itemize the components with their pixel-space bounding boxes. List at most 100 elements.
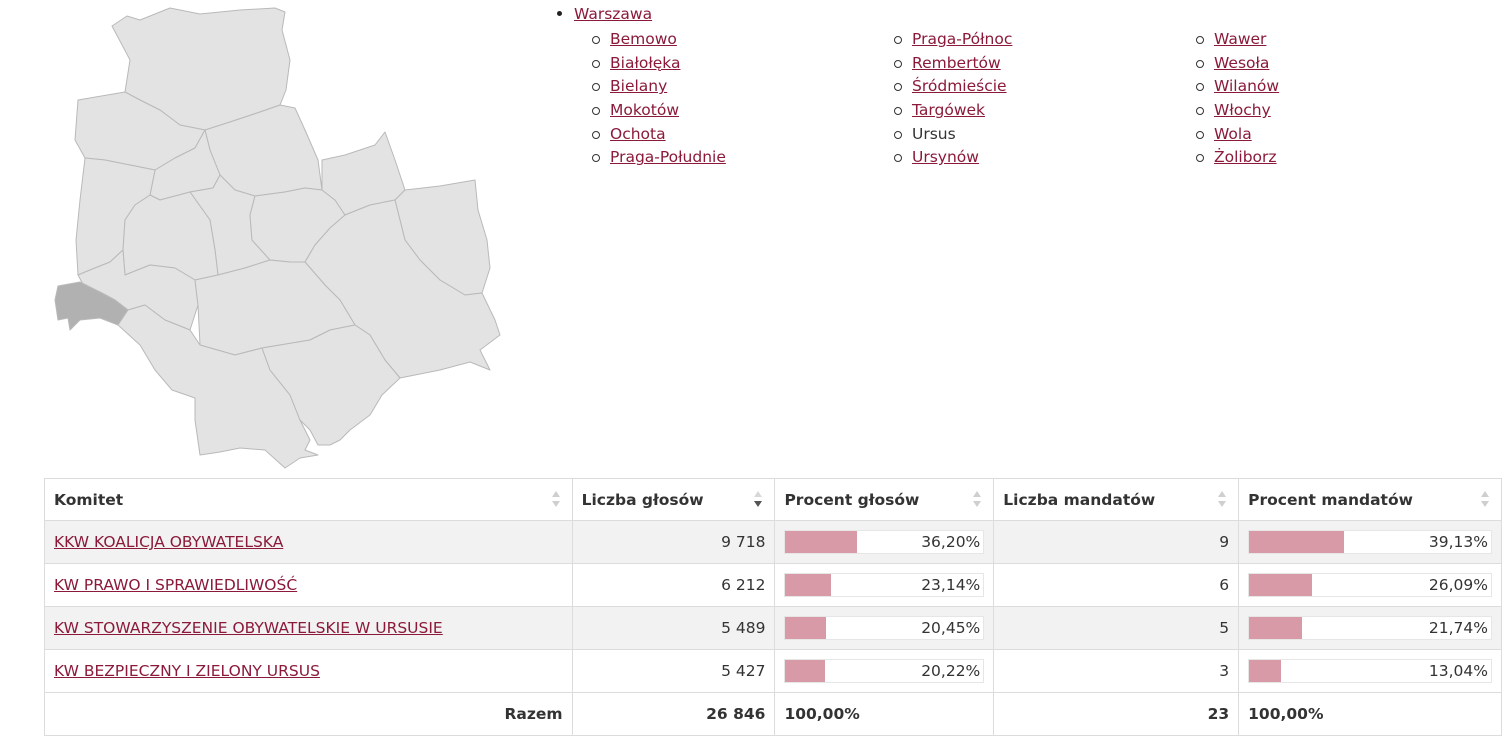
seat-percent-bar: 21,74% xyxy=(1248,616,1492,640)
committee-cell: KW PRAWO I SPRAWIEDLIWOŚĆ xyxy=(44,563,573,607)
district-wilanow[interactable] xyxy=(261,324,401,446)
vote-percent-value: 20,45% xyxy=(921,619,981,637)
district-link-ursynow[interactable]: Ursynów xyxy=(912,148,979,167)
votes-cell: 5 489 xyxy=(571,606,776,650)
seat-percent-value: 13,04% xyxy=(1428,662,1488,680)
nav-item-mokotow: Mokotów xyxy=(592,99,894,123)
nav-item-bemowo: Bemowo xyxy=(592,28,894,52)
district-link-ochota[interactable]: Ochota xyxy=(610,124,666,143)
vote-percent-bar-fill xyxy=(785,660,826,682)
header-vote-percent[interactable]: Procent głosów xyxy=(774,478,995,521)
seat-percent-value: 21,74% xyxy=(1428,619,1488,637)
seat-percent-cell: 39,13% xyxy=(1238,520,1502,564)
district-link-praga-poludnie[interactable]: Praga-Południe xyxy=(610,148,726,167)
seat-percent-bar-fill xyxy=(1249,617,1302,639)
district-current-ursus: Ursus xyxy=(912,124,956,143)
warsaw-district-map xyxy=(54,7,501,469)
nav-city-link[interactable]: Warszawa xyxy=(574,5,653,23)
header-committee-label: Komitet xyxy=(54,490,124,509)
vote-percent-bar: 23,14% xyxy=(784,573,985,597)
votes-cell: 5 427 xyxy=(571,649,776,693)
vote-percent-bar-fill xyxy=(785,531,858,553)
committee-link[interactable]: KW STOWARZYSZENIE OBYWATELSKIE W URSUSIE xyxy=(54,619,443,637)
header-votes[interactable]: Liczba głosów xyxy=(571,478,776,521)
nav-item-rembertow: Rembertów xyxy=(894,52,1196,76)
nav-district-columns: Bemowo Białołęka Bielany Mokotów Ochota … xyxy=(556,28,1506,170)
sort-desc-icon xyxy=(754,491,763,509)
header-committee[interactable]: Komitet xyxy=(44,478,573,521)
district-link-srodmiescie[interactable]: Śródmieście xyxy=(912,77,1007,96)
district-link-wola[interactable]: Wola xyxy=(1214,124,1252,143)
district-link-mokotow[interactable]: Mokotów xyxy=(610,101,680,120)
committee-link[interactable]: KKW KOALICJA OBYWATELSKA xyxy=(54,533,284,551)
header-seats[interactable]: Liczba mandatów xyxy=(993,478,1240,521)
district-link-bemowo[interactable]: Bemowo xyxy=(610,30,677,48)
seat-percent-cell: 26,09% xyxy=(1238,563,1502,607)
seat-percent-value: 26,09% xyxy=(1428,576,1488,594)
nav-item-wlochy: Włochy xyxy=(1196,99,1498,123)
votes-cell: 6 212 xyxy=(571,563,776,607)
vote-percent-value: 36,20% xyxy=(921,533,981,551)
sort-icon xyxy=(973,491,982,509)
district-link-rembertow[interactable]: Rembertów xyxy=(912,53,1001,72)
total-seat-percent: 100,00% xyxy=(1238,692,1502,736)
nav-column: Wawer Wesoła Wilanów Włochy Wola Żolibor… xyxy=(1196,28,1498,170)
seats-cell: 6 xyxy=(993,563,1240,607)
sort-icon xyxy=(1218,491,1227,509)
vote-percent-value: 23,14% xyxy=(921,576,981,594)
total-label: Razem xyxy=(44,692,573,736)
vote-percent-cell: 20,45% xyxy=(774,606,995,650)
vote-percent-bar-fill xyxy=(785,617,826,639)
votes-cell: 9 718 xyxy=(571,520,776,564)
vote-percent-value: 20,22% xyxy=(921,662,981,680)
table-row: KKW KOALICJA OBYWATELSKA 9 718 36,20% 9 … xyxy=(44,520,1502,564)
vote-percent-bar-fill xyxy=(785,574,832,596)
header-seat-percent[interactable]: Procent mandatów xyxy=(1238,478,1502,521)
seat-percent-value: 39,13% xyxy=(1428,533,1488,551)
seat-percent-cell: 21,74% xyxy=(1238,606,1502,650)
nav-item-wesola: Wesoła xyxy=(1196,52,1498,76)
total-votes: 26 846 xyxy=(571,692,776,736)
nav-item-wawer: Wawer xyxy=(1196,28,1498,52)
district-link-wawer[interactable]: Wawer xyxy=(1214,30,1267,48)
nav-item-ochota: Ochota xyxy=(592,123,894,147)
header-seats-label: Liczba mandatów xyxy=(1003,490,1156,509)
district-link-wlochy[interactable]: Włochy xyxy=(1214,101,1271,120)
district-link-zoliborz[interactable]: Żoliborz xyxy=(1214,148,1277,167)
district-link-targowek[interactable]: Targówek xyxy=(912,101,986,120)
header-vote-percent-label: Procent głosów xyxy=(784,490,920,509)
sort-icon xyxy=(551,491,560,509)
district-link-bielany[interactable]: Bielany xyxy=(610,77,668,96)
committee-link[interactable]: KW PRAWO I SPRAWIEDLIWOŚĆ xyxy=(54,576,298,594)
seat-percent-bar: 26,09% xyxy=(1248,573,1492,597)
district-link-praga-polnoc[interactable]: Praga-Północ xyxy=(912,30,1013,48)
nav-item-srodmiescie: Śródmieście xyxy=(894,75,1196,99)
vote-percent-bar: 36,20% xyxy=(784,530,985,554)
total-row: Razem 26 846 100,00% 23 100,00% xyxy=(44,692,1502,736)
seat-percent-bar-fill xyxy=(1249,531,1344,553)
district-link-wilanow[interactable]: Wilanów xyxy=(1214,77,1280,96)
district-link-bialoleka[interactable]: Białołęka xyxy=(610,53,681,72)
nav-item-bialoleka: Białołęka xyxy=(592,52,894,76)
district-ursynow[interactable] xyxy=(117,304,319,469)
district-ursus[interactable] xyxy=(54,281,129,331)
nav-item-praga-poludnie: Praga-Południe xyxy=(592,146,894,170)
seats-cell: 3 xyxy=(993,649,1240,693)
nav-item-zoliborz: Żoliborz xyxy=(1196,146,1498,170)
vote-percent-cell: 20,22% xyxy=(774,649,995,693)
vote-percent-cell: 36,20% xyxy=(774,520,995,564)
district-link-wesola[interactable]: Wesoła xyxy=(1214,53,1270,72)
table-row: KW STOWARZYSZENIE OBYWATELSKIE W URSUSIE… xyxy=(44,606,1502,650)
table-row: KW BEZPIECZNY I ZIELONY URSUS 5 427 20,2… xyxy=(44,649,1502,693)
seat-percent-bar-fill xyxy=(1249,574,1313,596)
committee-cell: KW STOWARZYSZENIE OBYWATELSKIE W URSUSIE xyxy=(44,606,573,650)
seats-cell: 5 xyxy=(993,606,1240,650)
nav-item-wola: Wola xyxy=(1196,123,1498,147)
header-seat-percent-label: Procent mandatów xyxy=(1248,490,1413,509)
nav-column: Bemowo Białołęka Bielany Mokotów Ochota … xyxy=(592,28,894,170)
table-header-row: Komitet Liczba głosów Procent głosów Lic… xyxy=(44,478,1502,521)
committee-link[interactable]: KW BEZPIECZNY I ZIELONY URSUS xyxy=(54,662,320,680)
committee-cell: KKW KOALICJA OBYWATELSKA xyxy=(44,520,573,564)
seat-percent-bar: 39,13% xyxy=(1248,530,1492,554)
committee-cell: KW BEZPIECZNY I ZIELONY URSUS xyxy=(44,649,573,693)
